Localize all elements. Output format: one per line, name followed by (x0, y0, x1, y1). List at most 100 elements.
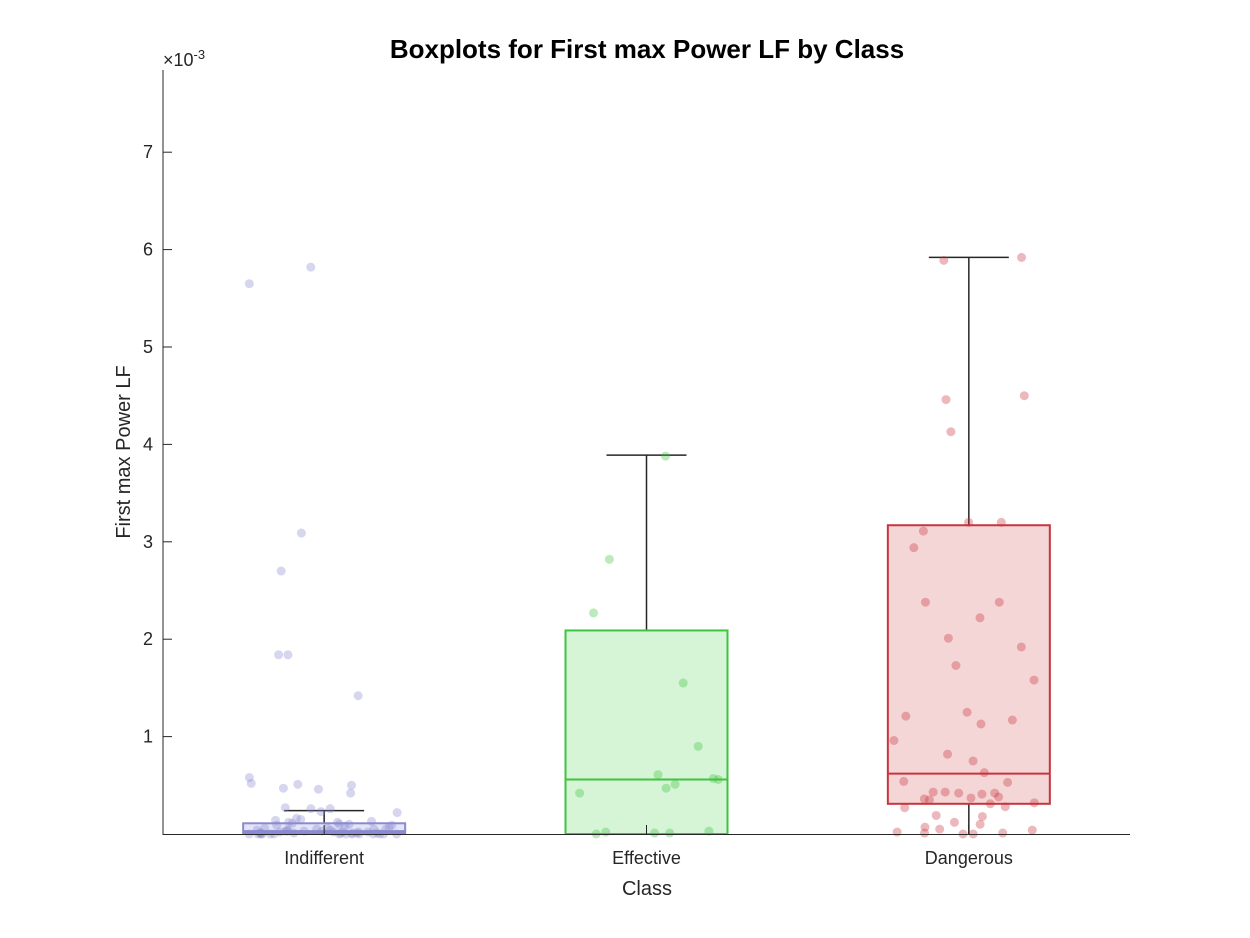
data-point (977, 811, 987, 821)
data-point (920, 822, 930, 832)
data-point (313, 784, 323, 794)
data-point (976, 719, 986, 729)
data-point (901, 711, 911, 721)
data-point (713, 774, 723, 784)
data-point (387, 820, 397, 830)
data-point (678, 678, 688, 688)
data-point (334, 819, 344, 829)
data-point (693, 741, 703, 751)
data-point (1016, 642, 1026, 652)
data-point (1003, 777, 1013, 787)
y-exponent-label: ×10-3 (163, 47, 205, 70)
y-tick-label: 4 (143, 434, 153, 454)
data-point (968, 756, 978, 766)
data-point (1029, 675, 1039, 685)
data-point (284, 817, 294, 827)
data-point (244, 279, 254, 289)
data-point (346, 788, 356, 798)
data-point (325, 804, 335, 814)
data-point (941, 395, 951, 405)
data-point (650, 828, 660, 838)
data-point (372, 828, 382, 838)
data-point (306, 262, 316, 272)
data-point (899, 776, 909, 786)
data-point (1017, 252, 1027, 262)
data-point (670, 779, 680, 789)
data-point (335, 828, 345, 838)
data-point (1029, 798, 1039, 808)
data-point (1027, 825, 1037, 835)
data-point (289, 828, 299, 838)
data-point (326, 825, 336, 835)
data-point (935, 824, 945, 834)
data-point (601, 827, 611, 837)
data-point (928, 787, 938, 797)
data-point (299, 826, 309, 836)
data-point (252, 825, 262, 835)
box (564, 629, 729, 836)
data-point (1007, 715, 1017, 725)
data-point (918, 526, 928, 536)
data-point (316, 807, 326, 817)
data-point (280, 803, 290, 813)
data-point (340, 821, 350, 831)
data-point (998, 828, 1008, 838)
plot-area (242, 252, 1051, 839)
y-tick-label: 2 (143, 629, 153, 649)
data-point (575, 788, 585, 798)
data-point (900, 803, 910, 813)
data-point (994, 597, 1004, 607)
data-point (333, 817, 343, 827)
data-point (661, 451, 671, 461)
data-point (346, 780, 356, 790)
x-tick-label: Indifferent (284, 848, 364, 868)
data-point (296, 814, 306, 824)
data-point (975, 613, 985, 623)
data-point (954, 788, 964, 798)
data-point (353, 691, 363, 701)
data-point (369, 824, 379, 834)
data-point (940, 787, 950, 797)
data-point (271, 815, 281, 825)
data-point (283, 650, 293, 660)
data-point (274, 650, 284, 660)
data-point (344, 819, 354, 829)
data-point (256, 828, 266, 838)
data-point (661, 783, 671, 793)
data-point (260, 823, 270, 833)
data-point (244, 773, 254, 783)
data-point (708, 773, 718, 783)
data-point (246, 778, 256, 788)
data-point (278, 783, 288, 793)
y-exponent-base: ×10 (163, 50, 194, 70)
y-ticks: 1 2 3 4 5 6 7 (143, 142, 172, 747)
data-point (352, 828, 362, 838)
data-point (943, 633, 953, 643)
data-point (979, 768, 989, 778)
data-point (392, 808, 402, 818)
data-point (291, 813, 301, 823)
x-tick-label: Dangerous (925, 848, 1013, 868)
data-point (276, 566, 286, 576)
data-point (931, 810, 941, 820)
y-tick-label: 1 (143, 727, 153, 747)
data-point (924, 795, 934, 805)
data-point (996, 517, 1006, 527)
data-point (985, 799, 995, 809)
data-point (889, 735, 899, 745)
data-point (943, 749, 953, 759)
box-group-effective (564, 451, 729, 839)
y-tick-label: 5 (143, 337, 153, 357)
data-point (966, 793, 976, 803)
data-point (287, 818, 297, 828)
data-point (604, 554, 614, 564)
data-point (920, 828, 930, 838)
y-axis-label: First max Power LF (113, 365, 135, 538)
data-point (347, 828, 357, 838)
data-point (653, 770, 663, 780)
data-point (384, 822, 394, 832)
data-point (272, 820, 282, 830)
y-tick-label: 3 (143, 532, 153, 552)
data-point (939, 255, 949, 265)
